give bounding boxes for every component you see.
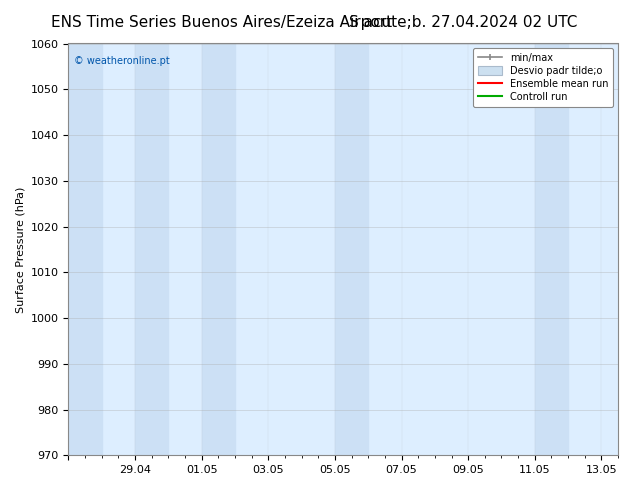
Bar xyxy=(202,44,235,455)
Bar xyxy=(335,44,368,455)
Bar xyxy=(535,44,568,455)
Text: ENS Time Series Buenos Aires/Ezeiza Airport: ENS Time Series Buenos Aires/Ezeiza Airp… xyxy=(51,15,392,30)
Text: © weatheronline.pt: © weatheronline.pt xyxy=(74,56,170,66)
Legend: min/max, Desvio padr tilde;o, Ensemble mean run, Controll run: min/max, Desvio padr tilde;o, Ensemble m… xyxy=(473,49,613,107)
Y-axis label: Surface Pressure (hPa): Surface Pressure (hPa) xyxy=(15,186,25,313)
Text: S acute;b. 27.04.2024 02 UTC: S acute;b. 27.04.2024 02 UTC xyxy=(349,15,577,30)
Bar xyxy=(68,44,101,455)
Bar xyxy=(135,44,169,455)
